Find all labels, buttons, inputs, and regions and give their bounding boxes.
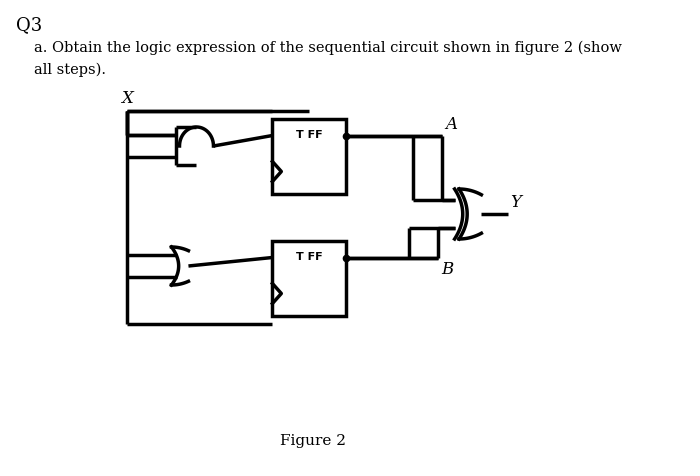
Text: Figure 2: Figure 2: [279, 434, 346, 448]
Bar: [272, 119, 346, 194]
Text: Q3: Q3: [16, 16, 42, 34]
Text: A: A: [446, 116, 458, 132]
Text: B: B: [441, 260, 454, 278]
Bar: [272, 241, 346, 316]
Text: T FF: T FF: [295, 130, 322, 140]
Text: Y: Y: [510, 194, 521, 211]
Text: a. Obtain the logic expression of the sequential circuit shown in figure 2 (show: a. Obtain the logic expression of the se…: [34, 41, 622, 55]
Text: all steps).: all steps).: [34, 63, 106, 78]
Text: X: X: [121, 90, 133, 107]
Text: T FF: T FF: [295, 252, 322, 262]
